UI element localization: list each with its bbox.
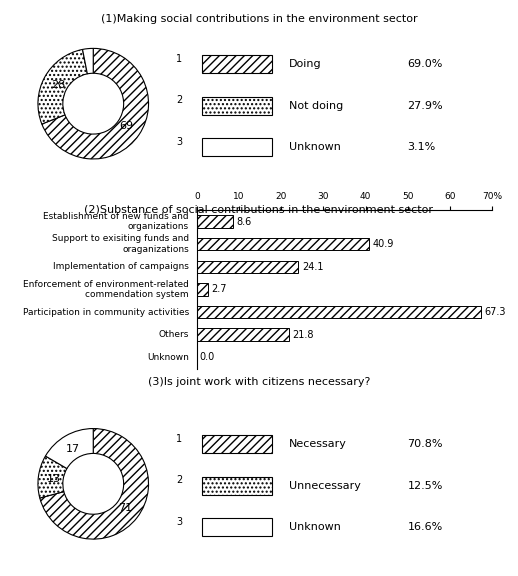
Text: 69: 69 [119,121,133,131]
FancyBboxPatch shape [202,138,272,156]
Bar [197,306,481,319]
Text: (1)Making social contributions in the environment sector: (1)Making social contributions in the en… [100,14,418,24]
Text: Participation in community activities: Participation in community activities [23,308,189,317]
Text: 70.8%: 70.8% [407,439,443,449]
Text: 2: 2 [176,475,182,486]
Text: Necessary: Necessary [289,439,347,449]
Text: Unknown: Unknown [289,142,340,152]
Text: Enforcement of environment-related
commendation system: Enforcement of environment-related comme… [23,280,189,299]
Text: 1: 1 [176,434,182,444]
Text: 13: 13 [47,473,61,483]
Text: Doing: Doing [289,59,321,69]
Text: 3.1%: 3.1% [407,142,436,152]
Text: 40.9: 40.9 [373,239,394,249]
Text: 1: 1 [176,54,182,64]
Text: (2)Substance of social contributions in the environment sector: (2)Substance of social contributions in … [84,204,434,214]
Text: Unnecessary: Unnecessary [289,481,361,491]
Text: 24.1: 24.1 [302,262,323,272]
Text: 2.7: 2.7 [212,285,227,294]
Text: 12.5%: 12.5% [407,481,443,491]
Wedge shape [46,429,93,468]
Text: 3: 3 [176,137,182,147]
Bar [197,328,289,341]
Wedge shape [38,50,88,124]
Text: 21.8: 21.8 [292,329,314,340]
Text: 28: 28 [51,79,65,90]
Bar [197,260,298,273]
Text: (3)Is joint work with citizens necessary?: (3)Is joint work with citizens necessary… [148,377,370,387]
FancyBboxPatch shape [202,435,272,453]
Text: 69.0%: 69.0% [407,59,443,69]
FancyBboxPatch shape [202,55,272,73]
Wedge shape [40,429,149,539]
Wedge shape [38,456,67,498]
Text: Others: Others [159,330,189,339]
Text: 67.3: 67.3 [484,307,506,317]
FancyBboxPatch shape [202,477,272,495]
Text: Unknown: Unknown [147,353,189,362]
FancyBboxPatch shape [202,97,272,115]
Text: 0.0: 0.0 [199,353,214,362]
Text: 2: 2 [176,95,182,105]
Text: 8.6: 8.6 [237,217,252,226]
Bar [197,215,233,228]
Text: Implementation of campaigns: Implementation of campaigns [53,262,189,271]
Text: 17: 17 [66,444,80,454]
Wedge shape [42,48,149,159]
Text: Support to exisiting funds and
oraganizations: Support to exisiting funds and oraganiza… [52,234,189,254]
Text: Not doing: Not doing [289,101,343,111]
Bar [197,283,208,295]
Wedge shape [82,48,93,74]
Text: Unknown: Unknown [289,522,340,532]
FancyBboxPatch shape [202,518,272,536]
Text: 3: 3 [176,517,182,527]
Bar [197,238,369,251]
Text: 16.6%: 16.6% [407,522,442,532]
Text: 27.9%: 27.9% [407,101,443,111]
Text: Establishment of new funds and
organizations: Establishment of new funds and organizat… [44,212,189,231]
Text: 71: 71 [118,503,132,513]
